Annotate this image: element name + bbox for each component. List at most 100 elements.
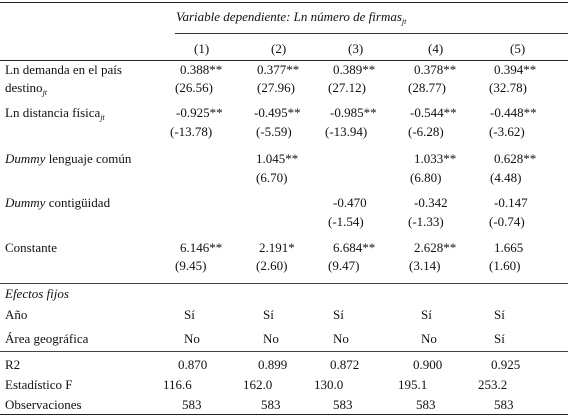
area-4: No <box>421 331 437 346</box>
tstat-demanda-1: (26.56) <box>175 80 213 95</box>
obs-4: 583 <box>416 397 436 412</box>
dependent-variable-subscript: jt <box>401 17 407 26</box>
coef-constante-1: 6.146** <box>180 240 223 255</box>
row-label-f: Estadístico F <box>5 377 73 392</box>
coef-constante-4: 2.628** <box>414 240 457 255</box>
fixed-effects-title: Efectos fijos <box>5 286 69 301</box>
row-label-r2: R2 <box>5 357 21 372</box>
f-1: 116.6 <box>163 377 192 392</box>
row-label-demanda-line2: destinojt <box>5 80 48 97</box>
header-underline <box>175 33 568 34</box>
row-label-lenguaje: Dummy lenguaje común <box>5 151 131 167</box>
coef-demanda-4: 0.378** <box>414 62 457 77</box>
obs-5: 583 <box>494 397 514 412</box>
coef-distancia-5: -0.448** <box>490 105 537 120</box>
column-header-1: (1) <box>194 41 210 56</box>
anio-1: Sí <box>184 307 195 322</box>
area-2: No <box>263 331 279 346</box>
row-label-demanda-subscript: jt <box>42 88 48 97</box>
column-header-2: (2) <box>271 41 287 56</box>
coef-contiguidad-4: -0.342 <box>414 195 448 210</box>
coef-demanda-5: 0.394** <box>494 62 537 77</box>
f-4: 195.1 <box>398 377 428 392</box>
r2-3: 0.872 <box>330 357 360 372</box>
tstat-distancia-5: (-3.62) <box>489 124 525 139</box>
f-2: 162.0 <box>243 377 273 392</box>
area-5: Sí <box>494 331 505 346</box>
coef-demanda-1: 0.388** <box>180 62 223 77</box>
row-label-distancia: Ln distancia físicajt <box>5 105 105 122</box>
coef-constante-2: 2.191* <box>259 240 295 255</box>
fixed-effects-rule <box>0 283 568 284</box>
coef-constante-3: 6.684** <box>333 240 376 255</box>
area-1: No <box>184 331 200 346</box>
tstat-contiguidad-3: (-1.54) <box>328 214 364 229</box>
coef-contiguidad-5: -0.147 <box>494 195 528 210</box>
row-label-obs: Observaciones <box>5 397 82 412</box>
r2-4: 0.900 <box>413 357 443 372</box>
bottom-rule <box>0 414 568 415</box>
f-3: 130.0 <box>314 377 344 392</box>
tstat-distancia-3: (-13.94) <box>325 124 368 139</box>
stats-rule <box>0 351 568 352</box>
coef-distancia-3: -0.985** <box>330 105 377 120</box>
tstat-constante-3: (9.47) <box>328 258 360 273</box>
row-label-lenguaje-italic: Dummy <box>5 151 46 166</box>
dependent-variable-header: Variable dependiente: Ln número de firma… <box>176 9 407 26</box>
obs-2: 583 <box>261 397 281 412</box>
row-label-contiguidad-text: contigüidad <box>45 195 111 210</box>
row-label-demanda-text: destino <box>5 80 43 95</box>
coef-demanda-3: 0.389** <box>333 62 376 77</box>
tstat-demanda-5: (32.78) <box>489 80 527 95</box>
coef-contiguidad-3: -0.470 <box>333 195 367 210</box>
coef-constante-5: 1.665 <box>494 240 524 255</box>
tstat-constante-5: (1.60) <box>489 258 521 273</box>
obs-1: 583 <box>182 397 202 412</box>
row-label-distancia-subscript: jt <box>100 113 105 122</box>
row-label-anio: Año <box>5 307 28 322</box>
coef-distancia-4: -0.544** <box>410 105 457 120</box>
r2-2: 0.899 <box>258 357 288 372</box>
coef-distancia-1: -0.925** <box>176 105 223 120</box>
tstat-lenguaje-5: (4.48) <box>490 170 522 185</box>
anio-5: Sí <box>494 307 505 322</box>
tstat-constante-1: (9.45) <box>175 258 207 273</box>
coef-lenguaje-4: 1.033** <box>414 151 457 166</box>
coef-demanda-2: 0.377** <box>257 62 300 77</box>
anio-3: Sí <box>333 307 344 322</box>
column-header-4: (4) <box>428 41 444 56</box>
row-label-area: Área geográfica <box>5 331 89 346</box>
dependent-variable-text: Variable dependiente: Ln número de firma… <box>176 9 402 24</box>
tstat-constante-2: (2.60) <box>256 258 288 273</box>
r2-1: 0.870 <box>178 357 208 372</box>
r2-5: 0.925 <box>491 357 521 372</box>
tstat-contiguidad-4: (-1.33) <box>408 214 444 229</box>
f-5: 253.2 <box>478 377 508 392</box>
tstat-constante-4: (3.14) <box>409 258 441 273</box>
tstat-distancia-2: (-5.59) <box>256 124 292 139</box>
tstat-contiguidad-5: (-0.74) <box>489 214 525 229</box>
tstat-lenguaje-2: (6.70) <box>256 170 288 185</box>
tstat-demanda-4: (28.77) <box>408 80 446 95</box>
tstat-demanda-2: (27.96) <box>257 80 295 95</box>
column-header-5: (5) <box>510 41 526 56</box>
row-label-contiguidad-italic: Dummy <box>5 195 46 210</box>
row-label-demanda-line1: Ln demanda en el país <box>5 62 122 77</box>
tstat-demanda-3: (27.12) <box>328 80 366 95</box>
coef-lenguaje-5: 0.628** <box>494 151 537 166</box>
area-3: No <box>333 331 349 346</box>
row-label-distancia-text: Ln distancia física <box>5 105 101 120</box>
row-label-contiguidad: Dummy contigüidad <box>5 195 110 211</box>
obs-3: 583 <box>333 397 353 412</box>
anio-2: Sí <box>263 307 274 322</box>
tstat-distancia-1: (-13.78) <box>170 124 213 139</box>
header-bottom-rule <box>0 60 568 61</box>
tstat-lenguaje-4: (6.80) <box>410 170 442 185</box>
anio-4: Sí <box>421 307 432 322</box>
top-rule <box>0 2 568 3</box>
row-label-constante: Constante <box>5 240 57 255</box>
row-label-lenguaje-text: lenguaje común <box>45 151 132 166</box>
tstat-distancia-4: (-6.28) <box>408 124 444 139</box>
column-header-3: (3) <box>348 41 364 56</box>
coef-distancia-2: -0.495** <box>254 105 301 120</box>
